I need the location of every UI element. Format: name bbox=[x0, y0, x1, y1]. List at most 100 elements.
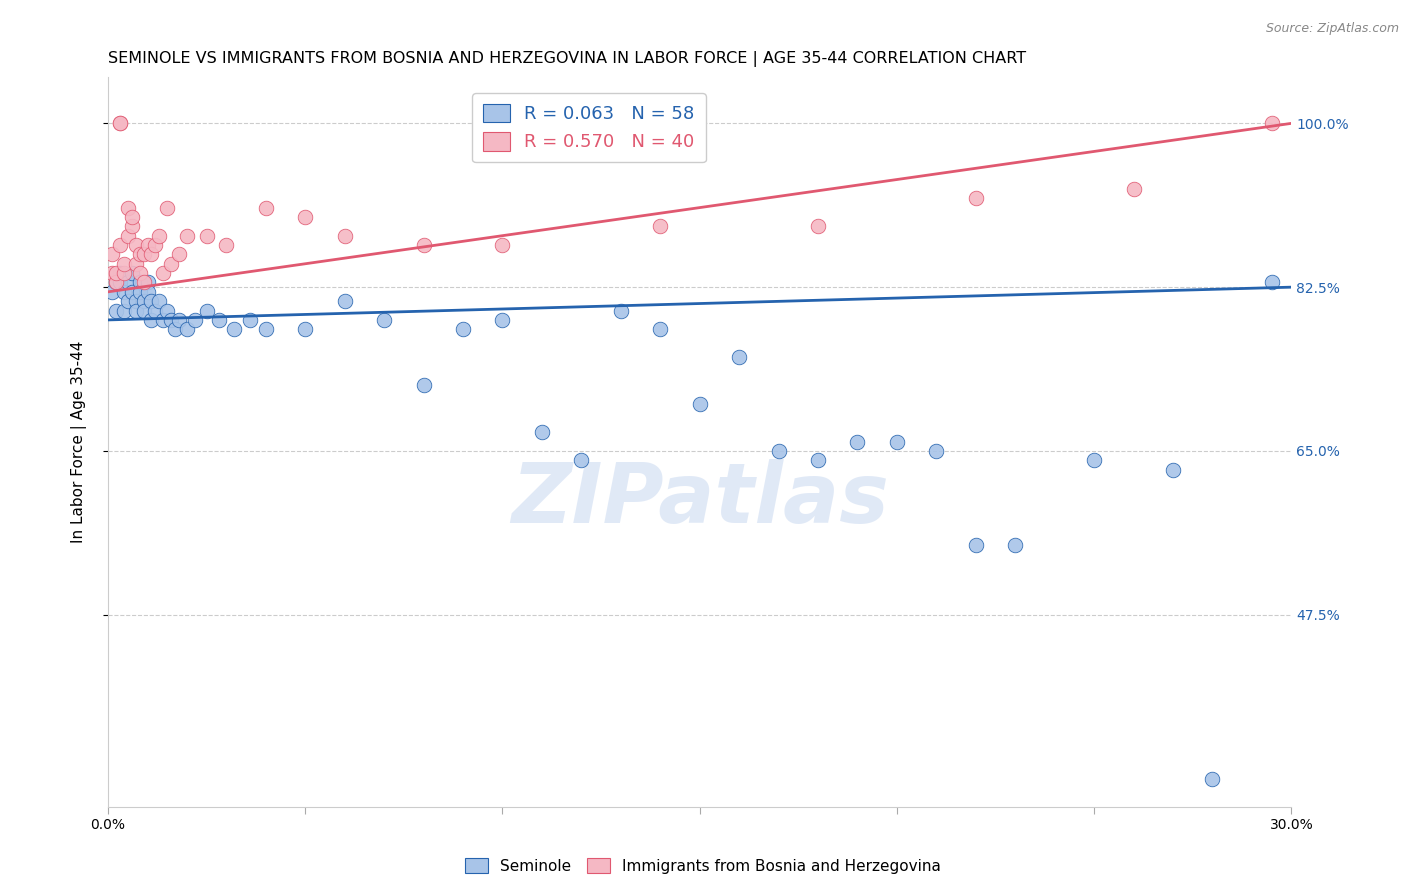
Point bbox=[141, 294, 163, 309]
Point bbox=[136, 238, 159, 252]
Text: ZIPatlas: ZIPatlas bbox=[510, 459, 889, 541]
Point bbox=[333, 294, 356, 309]
Point bbox=[160, 257, 183, 271]
Point bbox=[925, 444, 948, 458]
Point bbox=[148, 228, 170, 243]
Point bbox=[108, 116, 131, 130]
Point bbox=[128, 285, 150, 299]
Point bbox=[569, 453, 592, 467]
Point bbox=[886, 434, 908, 449]
Point bbox=[125, 238, 148, 252]
Point bbox=[610, 303, 633, 318]
Point bbox=[141, 247, 163, 261]
Point bbox=[451, 322, 474, 336]
Point bbox=[108, 116, 131, 130]
Point bbox=[1201, 772, 1223, 786]
Point bbox=[128, 247, 150, 261]
Point bbox=[167, 313, 190, 327]
Point bbox=[112, 303, 135, 318]
Point bbox=[112, 285, 135, 299]
Point bbox=[650, 219, 672, 234]
Point bbox=[125, 257, 148, 271]
Point bbox=[117, 201, 139, 215]
Point bbox=[132, 247, 155, 261]
Point bbox=[125, 303, 148, 318]
Point bbox=[491, 313, 513, 327]
Point bbox=[108, 276, 131, 290]
Point bbox=[1004, 537, 1026, 551]
Text: SEMINOLE VS IMMIGRANTS FROM BOSNIA AND HERZEGOVINA IN LABOR FORCE | AGE 35-44 CO: SEMINOLE VS IMMIGRANTS FROM BOSNIA AND H… bbox=[108, 51, 1026, 67]
Point bbox=[167, 247, 190, 261]
Point bbox=[104, 276, 127, 290]
Point bbox=[117, 276, 139, 290]
Point bbox=[224, 322, 246, 336]
Point bbox=[254, 201, 277, 215]
Point bbox=[1083, 453, 1105, 467]
Point bbox=[136, 285, 159, 299]
Legend: Seminole, Immigrants from Bosnia and Herzegovina: Seminole, Immigrants from Bosnia and Her… bbox=[460, 852, 946, 880]
Point bbox=[141, 313, 163, 327]
Point bbox=[807, 219, 830, 234]
Point bbox=[373, 313, 395, 327]
Point bbox=[195, 303, 218, 318]
Point bbox=[136, 276, 159, 290]
Point bbox=[254, 322, 277, 336]
Point bbox=[1122, 182, 1144, 196]
Point bbox=[112, 257, 135, 271]
Point bbox=[412, 238, 434, 252]
Point bbox=[128, 276, 150, 290]
Point bbox=[128, 266, 150, 280]
Point bbox=[768, 444, 790, 458]
Point bbox=[101, 285, 124, 299]
Y-axis label: In Labor Force | Age 35-44: In Labor Force | Age 35-44 bbox=[72, 341, 87, 542]
Point bbox=[965, 191, 987, 205]
Point bbox=[807, 453, 830, 467]
Point bbox=[195, 228, 218, 243]
Point bbox=[145, 238, 167, 252]
Point bbox=[728, 351, 751, 365]
Point bbox=[965, 537, 987, 551]
Point bbox=[156, 201, 179, 215]
Point bbox=[121, 266, 143, 280]
Point bbox=[108, 266, 131, 280]
Point bbox=[152, 266, 174, 280]
Point bbox=[160, 313, 183, 327]
Point bbox=[104, 276, 127, 290]
Point bbox=[333, 228, 356, 243]
Legend: R = 0.063   N = 58, R = 0.570   N = 40: R = 0.063 N = 58, R = 0.570 N = 40 bbox=[472, 93, 706, 162]
Point bbox=[125, 294, 148, 309]
Point bbox=[104, 266, 127, 280]
Point bbox=[1260, 276, 1282, 290]
Point bbox=[294, 210, 316, 224]
Point bbox=[491, 238, 513, 252]
Point bbox=[215, 238, 238, 252]
Point bbox=[152, 313, 174, 327]
Point bbox=[145, 303, 167, 318]
Point bbox=[294, 322, 316, 336]
Point bbox=[112, 266, 135, 280]
Point bbox=[650, 322, 672, 336]
Point bbox=[165, 322, 187, 336]
Point bbox=[412, 378, 434, 392]
Point bbox=[1260, 116, 1282, 130]
Point bbox=[132, 303, 155, 318]
Point bbox=[148, 294, 170, 309]
Point bbox=[101, 266, 124, 280]
Point bbox=[1161, 463, 1184, 477]
Point bbox=[846, 434, 869, 449]
Point bbox=[176, 322, 198, 336]
Point bbox=[156, 303, 179, 318]
Text: Source: ZipAtlas.com: Source: ZipAtlas.com bbox=[1265, 22, 1399, 36]
Point bbox=[117, 228, 139, 243]
Point bbox=[239, 313, 262, 327]
Point bbox=[117, 294, 139, 309]
Point bbox=[104, 303, 127, 318]
Point bbox=[207, 313, 229, 327]
Point bbox=[121, 210, 143, 224]
Point bbox=[108, 238, 131, 252]
Point bbox=[530, 425, 553, 440]
Point bbox=[121, 285, 143, 299]
Point bbox=[689, 397, 711, 411]
Point bbox=[121, 219, 143, 234]
Point bbox=[132, 276, 155, 290]
